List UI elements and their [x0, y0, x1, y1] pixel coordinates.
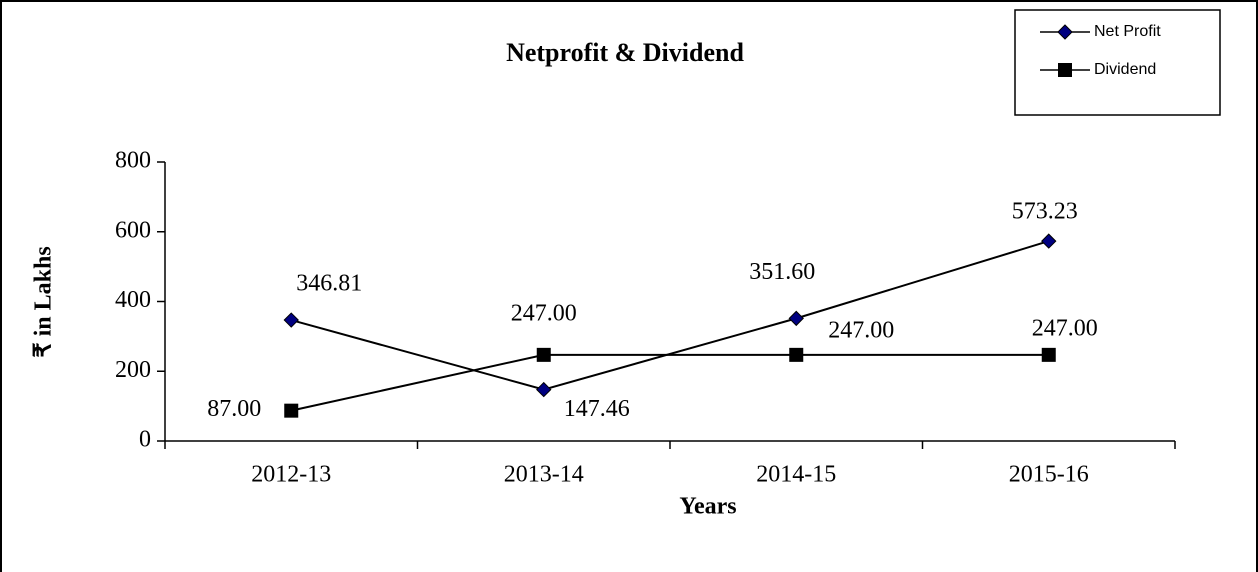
data-label: 346.81 [296, 271, 362, 297]
marker [536, 381, 552, 398]
legend-box [1014, 9, 1221, 116]
data-label: 351.60 [749, 259, 815, 285]
series-line [291, 353, 1049, 412]
marker [1041, 233, 1057, 249]
data-label: 247.00 [1032, 315, 1098, 341]
legend-label: Dividend [1094, 61, 1156, 78]
y-tick-label: 400 [115, 287, 151, 313]
legend-label: Net Profit [1094, 23, 1161, 40]
marker [283, 312, 299, 328]
x-axis-label: Years [679, 494, 736, 520]
marker [789, 347, 804, 362]
y-tick-label: 200 [115, 357, 151, 383]
series-line [290, 240, 1050, 391]
marker [1041, 347, 1056, 362]
x-tick-label: 2015-16 [1009, 462, 1089, 488]
x-tick-label: 2014-15 [756, 462, 836, 488]
data-label: 247.00 [511, 300, 577, 326]
marker [536, 347, 551, 362]
marker [284, 403, 299, 418]
y-axis-label: ₹ in Lakhs [31, 246, 57, 357]
x-tick-label: 2013-14 [504, 462, 584, 488]
y-tick-label: 600 [115, 217, 151, 243]
x-tick-label: 2012-13 [251, 462, 331, 488]
marker [788, 310, 804, 327]
data-label: 87.00 [207, 396, 261, 422]
marker [1058, 63, 1072, 77]
data-label: 247.00 [828, 317, 894, 343]
marker [1057, 24, 1073, 40]
chart-title: Netprofit & Dividend [506, 38, 744, 67]
y-tick-label: 0 [139, 427, 151, 453]
data-label: 573.23 [1012, 199, 1078, 225]
data-label: 147.46 [564, 396, 630, 422]
y-tick-label: 800 [115, 148, 151, 174]
